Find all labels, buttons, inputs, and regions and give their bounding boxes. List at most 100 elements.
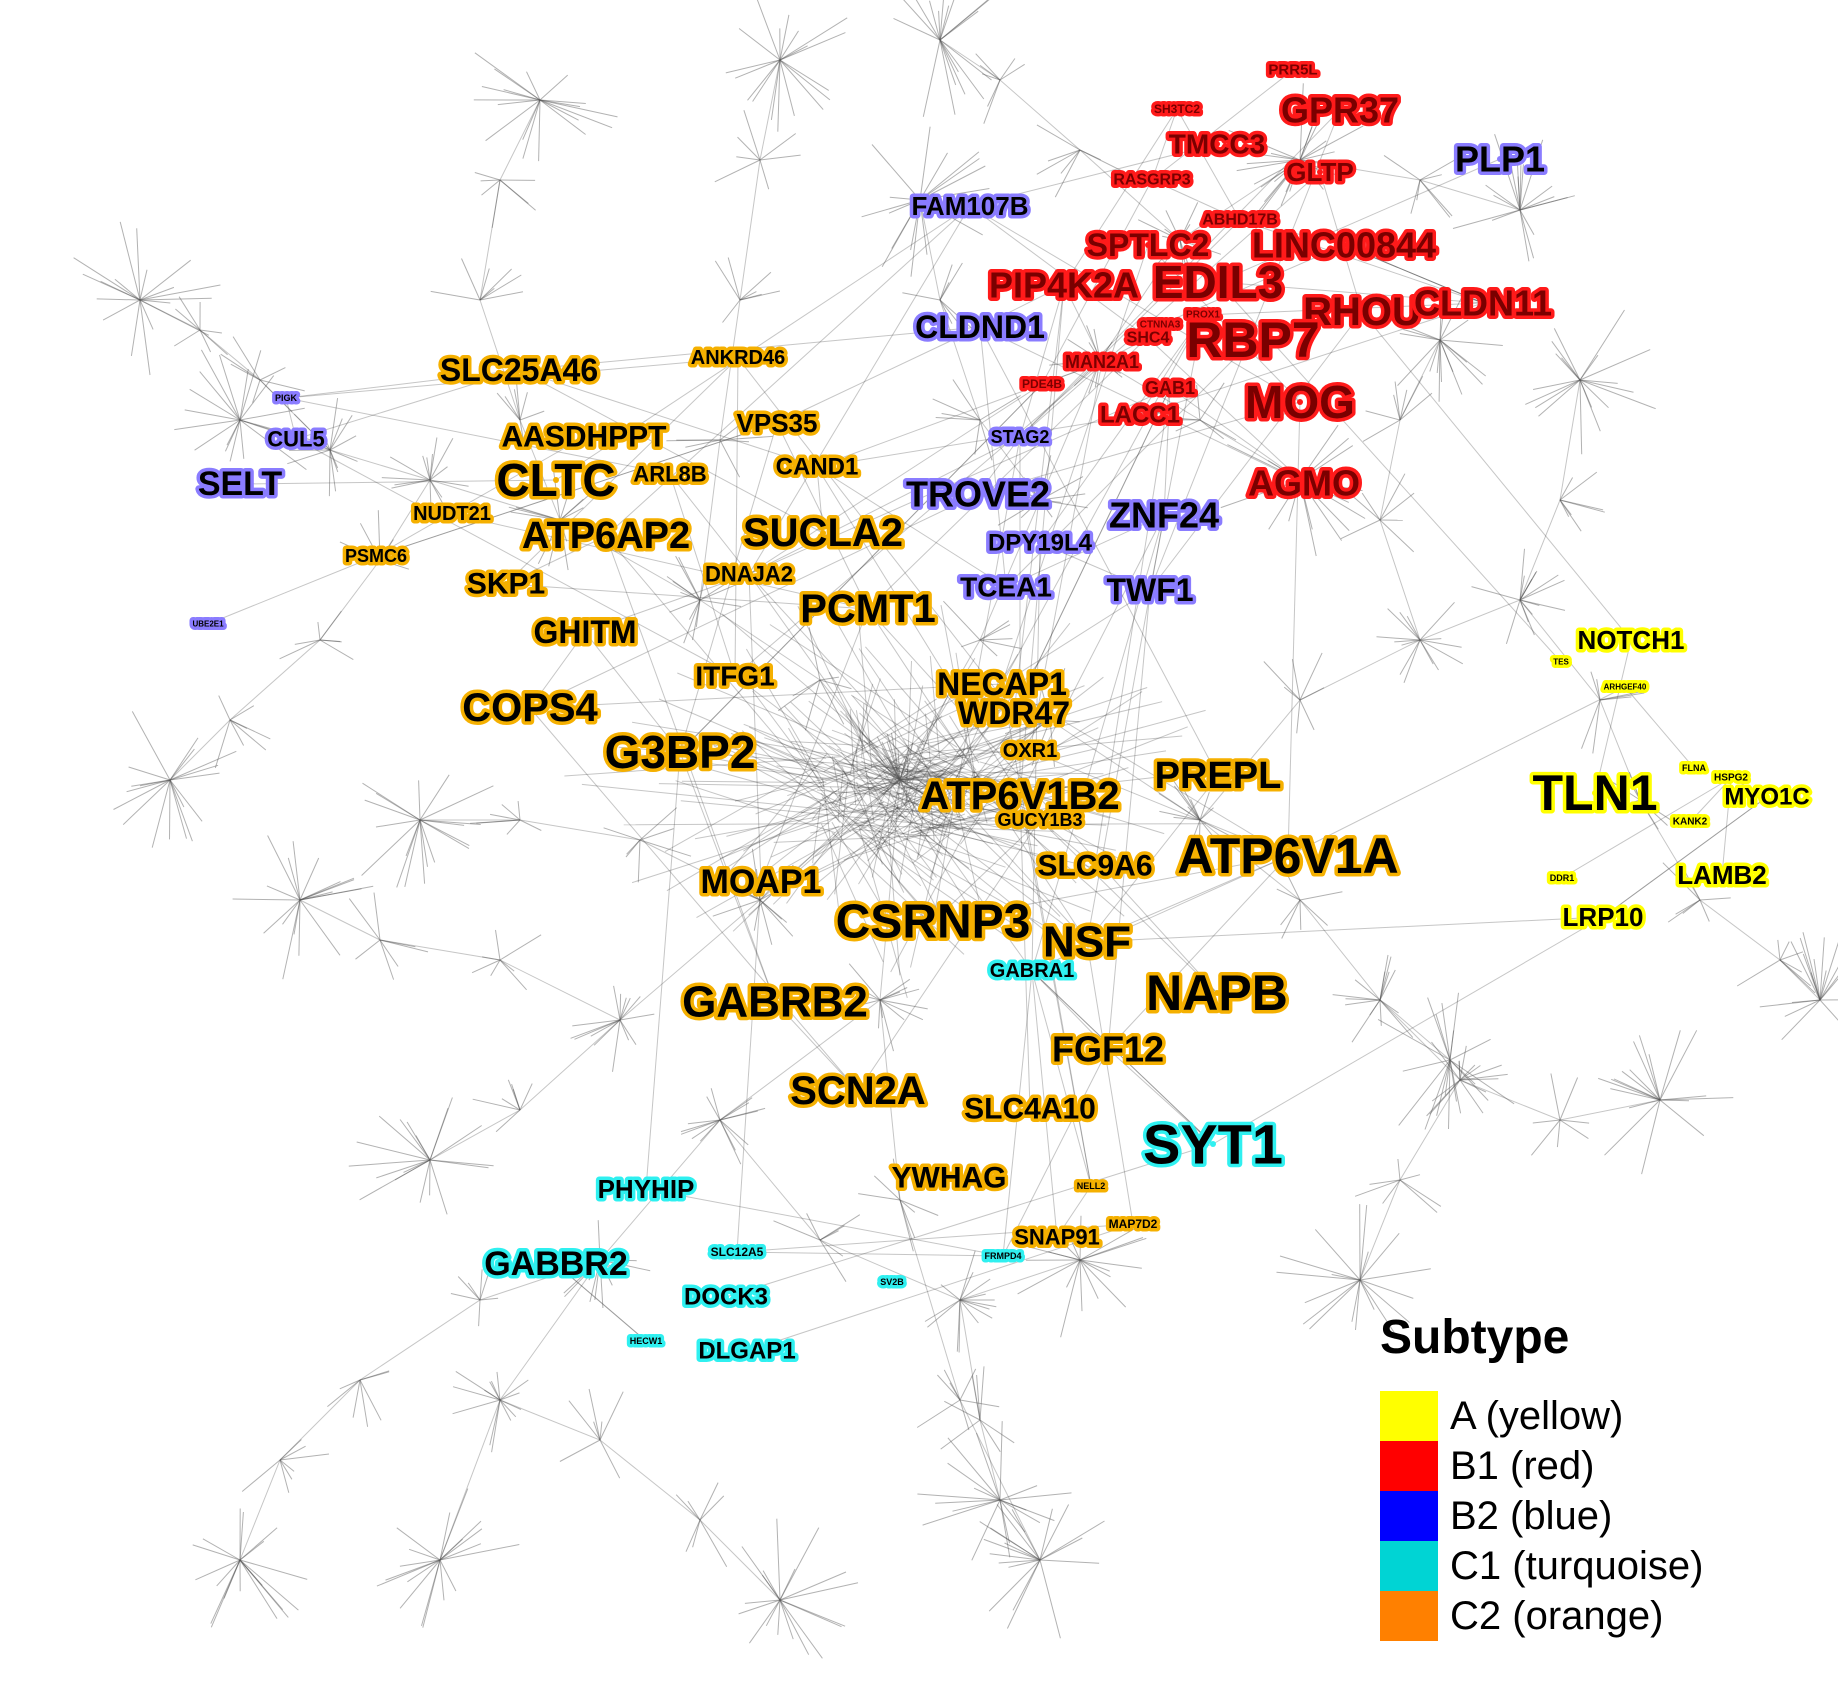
network-edge [1039, 499, 1053, 518]
gene-node-arhgef40 [1622, 684, 1628, 690]
network-edge [1491, 209, 1521, 221]
gene-node-slc9a6 [1092, 863, 1098, 869]
network-edge [220, 353, 261, 381]
network-edge [759, 159, 770, 190]
network-edge [1299, 83, 1304, 161]
network-edge [329, 449, 339, 469]
network-edge [834, 788, 877, 795]
network-edge [1354, 979, 1381, 1001]
network-edge [1779, 941, 1790, 961]
network-edge [452, 1386, 501, 1401]
gene-node-dpy19l4 [1037, 540, 1043, 546]
network-edge [884, 764, 1057, 802]
network-edge [570, 1259, 601, 1273]
network-edge [879, 767, 937, 802]
network-edge [389, 456, 431, 481]
network-edge [756, 880, 761, 901]
network-edge [861, 760, 901, 781]
network-edge [865, 772, 951, 934]
network-edge [732, 827, 841, 932]
network-edge [239, 1527, 278, 1561]
network-edge [1041, 361, 1103, 385]
network-edge [919, 199, 997, 212]
network-edge [1361, 492, 1381, 521]
network-edge [779, 32, 846, 61]
network-edge [96, 298, 141, 301]
network-edge [287, 857, 301, 901]
network-edge [878, 999, 881, 1029]
network-edge [510, 511, 561, 521]
network-edge [1039, 314, 1204, 544]
network-edge [1139, 314, 1204, 416]
network-edge [925, 713, 932, 765]
network-edge [899, 779, 924, 795]
network-edge [1436, 1059, 1451, 1116]
network-edge [1193, 819, 1201, 838]
network-branch [879, 779, 1041, 1561]
network-edge [1264, 159, 1301, 203]
gene-label-rhou: RHOU [1303, 290, 1421, 334]
network-edge [819, 1239, 847, 1282]
network-edge [375, 792, 421, 821]
network-edge [1359, 1279, 1414, 1299]
gene-node-cltc [553, 477, 559, 483]
network-edge [965, 713, 1048, 835]
network-edge [619, 993, 622, 1021]
network-edge [1299, 126, 1313, 161]
gene-label-sv2b: SV2B [880, 1277, 904, 1287]
network-edge [932, 819, 1041, 923]
network-edge [1319, 171, 1363, 313]
network-edge [599, 1259, 628, 1277]
network-edge [1519, 165, 1522, 211]
gene-label-cul5: CUL5 [267, 427, 324, 452]
network-leaf-branches [73, 0, 1838, 1659]
network-edge [837, 772, 844, 821]
network-edge [1779, 959, 1816, 994]
network-edge [989, 1553, 1041, 1561]
network-edge [599, 1259, 604, 1309]
network-edge [1429, 1079, 1461, 1115]
gene-label-shc4: SHC4 [1127, 330, 1170, 347]
network-edge [1149, 109, 1341, 591]
network-edge [987, 79, 1001, 107]
network-edge [1403, 329, 1441, 341]
gene-label-slc12a5: SLC12A5 [711, 1245, 764, 1259]
network-edge [917, 701, 1163, 762]
network-edge [861, 199, 921, 218]
network-edge [873, 811, 903, 851]
gene-node-gabbr2 [553, 1261, 559, 1267]
network-edge [589, 1259, 601, 1303]
network-edge [309, 440, 331, 451]
network-edge [914, 826, 970, 869]
network-edge [748, 205, 971, 575]
legend-swatch-c2 [1380, 1591, 1438, 1641]
network-edge [293, 413, 331, 451]
network-edge [1137, 219, 1181, 241]
network-edge [1039, 1537, 1083, 1561]
network-edge [119, 221, 141, 301]
network-edge [977, 401, 1301, 495]
network-edge [1299, 125, 1364, 161]
gene-label-myo1c: MYO1C [1724, 784, 1809, 811]
network-edge [505, 583, 869, 610]
network-edge [886, 733, 901, 781]
network-edge [537, 519, 561, 565]
network-edge [484, 1389, 501, 1401]
network-edge [669, 473, 750, 575]
network-edge [1039, 1504, 1070, 1561]
network-edge [1379, 969, 1396, 1001]
network-edge [898, 785, 918, 883]
network-edge [408, 1548, 441, 1561]
network-edge [1401, 639, 1421, 646]
network-edge [867, 324, 1161, 610]
network-edge [911, 735, 1183, 761]
gene-node-rasgrp3 [1149, 177, 1155, 183]
network-edge [637, 839, 641, 883]
network-edge [734, 763, 886, 802]
gene-label-dnaja2: DNAJA2 [705, 562, 793, 587]
network-edge [131, 711, 171, 781]
network-edge [1419, 638, 1442, 641]
network-edge [139, 299, 151, 376]
network-edge [1004, 719, 1051, 735]
